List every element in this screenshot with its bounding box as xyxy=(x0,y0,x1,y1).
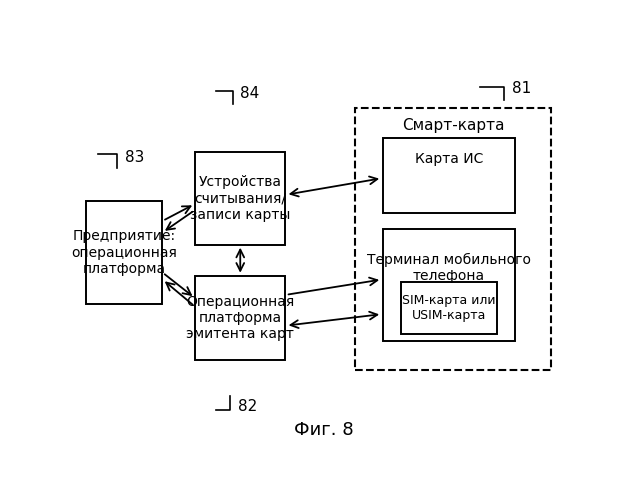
Bar xyxy=(195,276,285,360)
Text: 83: 83 xyxy=(126,150,144,164)
Text: Терминал мобильного
телефона: Терминал мобильного телефона xyxy=(367,253,531,283)
Text: Устройства
считывания/
записи карты: Устройства считывания/ записи карты xyxy=(190,176,290,222)
Text: 84: 84 xyxy=(240,86,259,102)
Bar xyxy=(383,230,515,341)
Text: 82: 82 xyxy=(239,399,257,414)
Bar xyxy=(401,282,497,335)
Text: 81: 81 xyxy=(512,82,531,96)
Text: Карта ИС: Карта ИС xyxy=(415,152,483,166)
Bar xyxy=(383,138,515,213)
Text: Смарт-карта: Смарт-карта xyxy=(402,118,504,133)
Bar xyxy=(86,202,162,304)
Text: Фиг. 8: Фиг. 8 xyxy=(293,420,353,438)
Bar xyxy=(195,152,285,245)
Text: Операционная
платформа
эмитента карт: Операционная платформа эмитента карт xyxy=(186,294,295,341)
Text: Предприятие:
операционная
платформа: Предприятие: операционная платформа xyxy=(71,230,177,276)
Bar xyxy=(355,108,551,370)
Text: SIM-карта или
USIM-карта: SIM-карта или USIM-карта xyxy=(403,294,496,322)
